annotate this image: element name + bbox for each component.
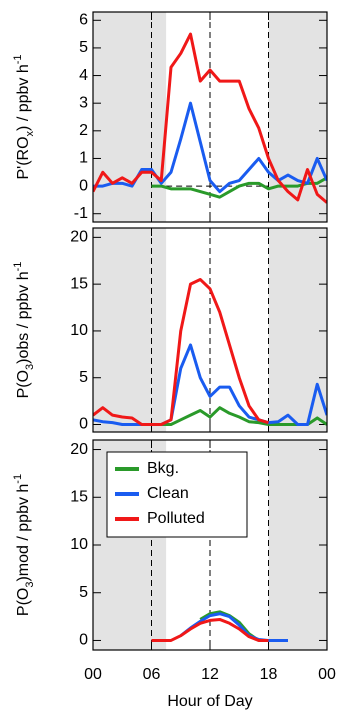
legend-label: Polluted [147,510,205,527]
y-tick-label: 0 [79,632,88,649]
y-axis-label-part: 3 [24,364,36,370]
y-axis-label-part: ) / ppbv h [15,64,32,131]
y-tick-label: 3 [79,94,88,111]
plot-frame [92,439,328,651]
plot-frame [92,227,328,433]
legend-label: Bkg. [147,460,179,477]
y-axis-label-part: P(O [15,588,32,616]
y-axis-label-part: )obs / ppbv h [15,271,32,364]
night-shade [93,228,167,432]
y-tick-label: 2 [79,122,88,139]
y-tick-label: 15 [70,275,88,292]
x-axis-label: Hour of Day [167,693,252,710]
y-tick-label: 10 [70,536,88,553]
y-axis-label-part: P'(RO [15,136,32,179]
plot-frame [92,11,328,223]
series-line [151,176,327,199]
y-tick-label: 15 [70,488,88,505]
x-tick-label: 18 [260,666,278,683]
series-line [93,101,327,194]
y-axis-label: P(O3)mod / ppbv h-1 [12,474,36,616]
y-tick-label: 10 [70,322,88,339]
y-tick-label: 6 [79,12,88,29]
y-tick-label: 4 [79,67,88,84]
x-tick-label: 06 [143,666,161,683]
series-line [93,32,327,204]
y-tick-label: 5 [79,369,88,386]
series-line [93,277,269,427]
night-shade [268,228,327,432]
y-axis-label-part: P(O [15,370,32,398]
y-tick-label: -1 [74,205,88,222]
y-axis-label-part: )mod / ppbv h [15,484,32,582]
y-axis-label-part: -1 [12,54,24,64]
night-shade [93,12,167,222]
y-tick-label: 0 [79,416,88,433]
y-axis-label: P'(ROx) / ppbv h-1 [12,54,36,179]
series-line [151,617,269,642]
y-axis-label-part: -1 [12,474,24,484]
y-tick-label: 20 [70,229,88,246]
y-tick-label: 5 [79,584,88,601]
series-line [179,612,288,642]
y-tick-label: 1 [79,150,88,167]
x-tick-label: 12 [201,666,219,683]
y-tick-label: 20 [70,441,88,458]
y-axis-label-part: 3 [24,582,36,588]
y-axis-label: P(O3)obs / ppbv h-1 [12,262,36,399]
legend-label: Clean [147,485,189,502]
series-line [93,343,327,427]
y-tick-label: 5 [79,39,88,56]
y-axis-label-part: x [24,130,36,136]
y-axis-label-part: -1 [12,262,24,272]
night-shade [268,440,327,650]
y-tick-label: 0 [79,177,88,194]
night-shade [268,12,327,222]
x-tick-label: 00 [318,666,336,683]
x-tick-label: 00 [84,666,102,683]
